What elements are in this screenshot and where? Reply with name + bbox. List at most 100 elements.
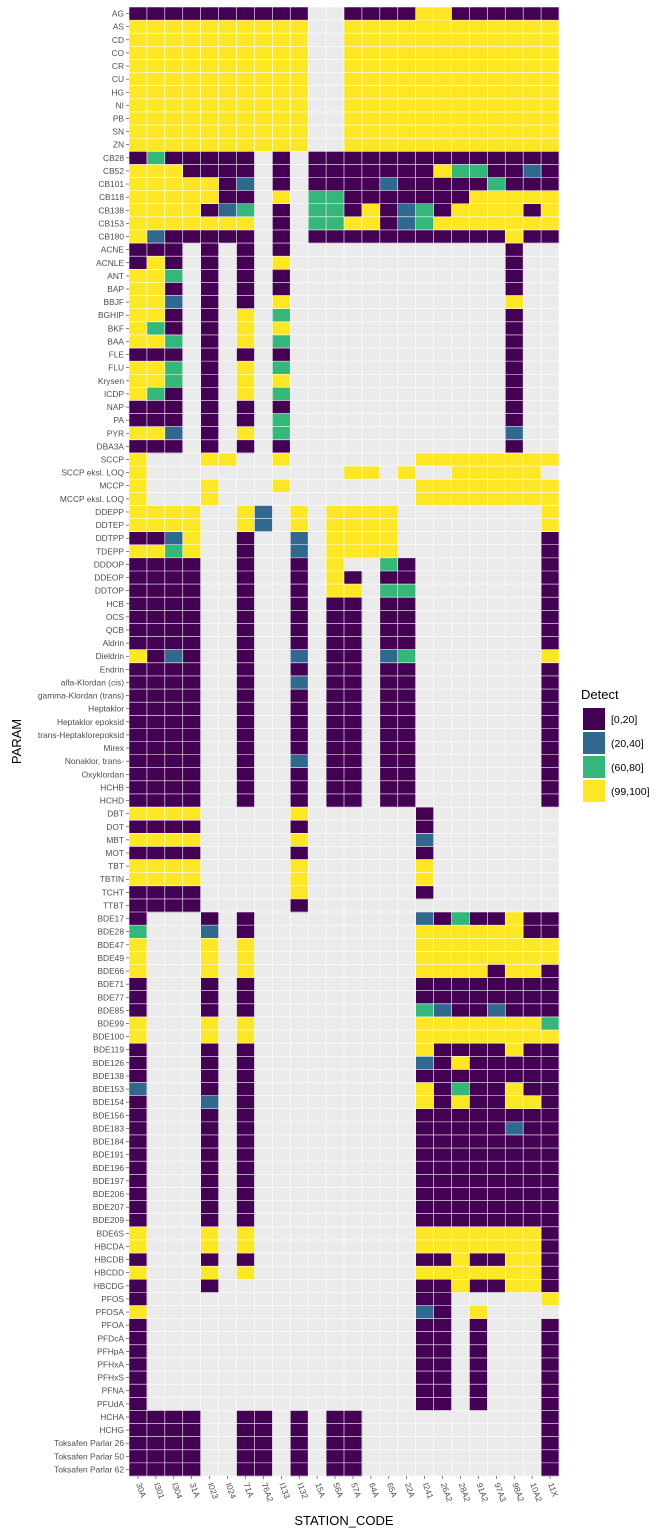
heatmap-cell — [236, 203, 255, 218]
heatmap-cell — [415, 833, 434, 847]
heatmap-cell — [290, 675, 309, 690]
heatmap-cell — [469, 479, 488, 493]
heatmap-cell — [146, 361, 166, 375]
heatmap-cell — [415, 1148, 434, 1162]
heatmap-cell — [505, 925, 524, 939]
heatmap-cell — [129, 321, 148, 336]
heatmap-cell — [505, 7, 524, 21]
heatmap-cell — [236, 1462, 255, 1477]
heatmap-cell — [451, 951, 470, 965]
y-tick-label: CB52 — [103, 166, 124, 176]
y-tick-label: TTBT — [103, 900, 124, 910]
heatmap-cell — [433, 229, 452, 244]
heatmap-cell — [379, 675, 399, 690]
heatmap-cell — [200, 977, 219, 992]
heatmap-cell — [129, 1003, 148, 1018]
heatmap-cell — [236, 1095, 255, 1110]
heatmap-cell — [146, 675, 166, 690]
heatmap-cell — [487, 1016, 506, 1031]
heatmap-cell — [397, 138, 416, 152]
heatmap-cell — [272, 256, 291, 270]
y-tick-label: CB180 — [98, 232, 124, 242]
heatmap-cell — [505, 256, 524, 270]
heatmap-cell — [129, 1200, 148, 1214]
heatmap-cell — [129, 1056, 148, 1070]
heatmap-cell — [254, 1410, 273, 1424]
heatmap-cell — [541, 1134, 560, 1149]
heatmap-cell — [415, 1357, 434, 1372]
heatmap-cell — [523, 177, 542, 191]
heatmap-cell — [164, 833, 184, 847]
heatmap-cell — [397, 793, 416, 808]
x-tick-label: 57A — [349, 1481, 364, 1499]
heatmap-cell — [164, 859, 184, 873]
heatmap-cell — [200, 33, 219, 47]
heatmap-cell — [164, 872, 184, 887]
heatmap-cell — [290, 846, 309, 860]
heatmap-cell — [182, 531, 201, 546]
heatmap-cell — [272, 426, 291, 441]
heatmap-cell — [326, 505, 345, 519]
heatmap-cell — [415, 820, 434, 834]
heatmap-cell — [541, 793, 560, 808]
heatmap-cell — [146, 1462, 166, 1477]
heatmap-cell — [164, 413, 184, 428]
heatmap-cell — [129, 505, 148, 519]
heatmap-cell — [397, 7, 416, 21]
heatmap-cell — [541, 1056, 560, 1070]
heatmap-cell — [182, 544, 201, 559]
heatmap-cell — [541, 1187, 560, 1201]
heatmap-cell — [433, 111, 452, 126]
y-tick-label: DOT — [106, 822, 124, 832]
heatmap-cell — [236, 912, 255, 926]
heatmap-cell — [541, 216, 560, 231]
heatmap-cell — [129, 151, 148, 165]
heatmap-cell — [397, 72, 416, 86]
heatmap-cell — [523, 1134, 542, 1149]
heatmap-cell — [487, 1200, 506, 1214]
heatmap-cell — [415, 1082, 434, 1096]
heatmap-cell — [469, 1305, 488, 1319]
y-tick-label: BDE49 — [97, 953, 124, 963]
heatmap-cell — [182, 7, 201, 21]
heatmap-cell — [505, 1148, 524, 1162]
heatmap-cell — [236, 1449, 255, 1464]
heatmap-cell — [469, 1030, 488, 1044]
heatmap-cell — [451, 466, 470, 480]
heatmap-cell — [523, 190, 542, 205]
y-tick-label: Dieldrin — [96, 651, 125, 661]
heatmap-cell — [290, 649, 309, 664]
heatmap-cell — [182, 46, 201, 60]
heatmap-cell — [451, 1016, 470, 1031]
heatmap-cell — [397, 584, 416, 598]
heatmap-cell — [272, 439, 291, 454]
heatmap-cell — [433, 1213, 452, 1228]
y-tick-label: BDE28 — [97, 927, 124, 937]
heatmap-cell — [379, 767, 399, 782]
heatmap-cell — [326, 793, 345, 808]
heatmap-cell — [236, 715, 255, 729]
heatmap-cell — [129, 1462, 148, 1477]
heatmap-cell — [272, 151, 291, 165]
heatmap-cell — [200, 1148, 219, 1162]
heatmap-cell — [451, 177, 470, 191]
heatmap-cell — [541, 1410, 560, 1424]
y-tick-label: CB101 — [98, 179, 124, 189]
heatmap-cell — [487, 925, 506, 939]
heatmap-cell — [415, 72, 434, 86]
heatmap-cell — [415, 1397, 434, 1411]
heatmap-cell — [218, 216, 237, 231]
heatmap-cell — [200, 243, 219, 257]
heatmap-cell — [344, 7, 363, 21]
heatmap-cell — [397, 111, 416, 126]
heatmap-cell — [236, 190, 255, 205]
heatmap-cell — [541, 925, 560, 939]
heatmap-cell — [433, 190, 452, 205]
heatmap-cell — [344, 216, 363, 231]
heatmap-cell — [469, 1095, 488, 1110]
heatmap-cell — [487, 1148, 506, 1162]
heatmap-cell — [523, 1187, 542, 1201]
heatmap-cell — [541, 85, 560, 100]
heatmap-cell — [129, 1344, 148, 1359]
heatmap-cell — [129, 1305, 148, 1319]
